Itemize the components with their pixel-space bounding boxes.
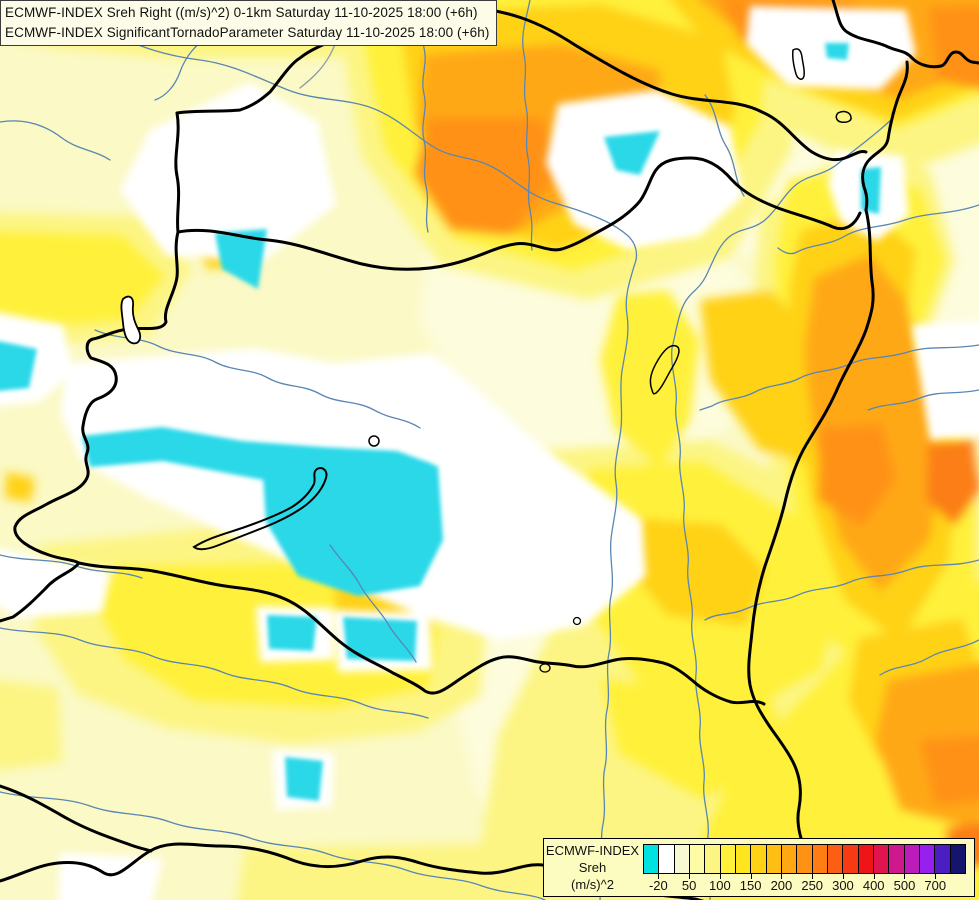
legend-tick-mark bbox=[935, 874, 937, 879]
legend-tick-label: 300 bbox=[832, 878, 854, 893]
tisza-river bbox=[671, 117, 894, 900]
legend-tick-label: 150 bbox=[739, 878, 762, 893]
legend-tick-label: 700 bbox=[924, 878, 947, 893]
legend-color-cell bbox=[811, 845, 827, 873]
legend-tick-label: 500 bbox=[893, 878, 916, 893]
river bbox=[0, 120, 111, 161]
ukraine-west-border bbox=[861, 60, 909, 212]
river bbox=[879, 639, 979, 676]
legend-tick-label: -20 bbox=[648, 878, 668, 893]
legend-color-cell bbox=[872, 845, 889, 873]
drava-river bbox=[0, 627, 429, 719]
river bbox=[867, 389, 979, 411]
sio-river bbox=[329, 544, 417, 663]
river bbox=[704, 94, 745, 197]
lake-neusiedl-outline bbox=[120, 295, 142, 345]
small-lake-outline bbox=[368, 435, 380, 447]
legend-title-unit: (m/s)^2 bbox=[571, 877, 614, 893]
legend-tick-mark bbox=[904, 874, 906, 879]
legend-color-cell bbox=[780, 845, 797, 873]
legend-tick-mark bbox=[658, 874, 660, 879]
austria-czech-border bbox=[175, 38, 337, 115]
legend-tick-mark bbox=[719, 874, 721, 879]
danube-river-upper bbox=[104, 29, 638, 261]
legend-color-cell bbox=[826, 845, 843, 873]
legend-tick-mark bbox=[812, 874, 814, 879]
legend-box: ECMWF-INDEX Sreh (m/s)^2 -20 50 100 150 200 2… bbox=[543, 838, 975, 897]
legend-tick-label: 100 bbox=[709, 878, 731, 893]
legend-tick-mark bbox=[689, 874, 691, 879]
river bbox=[777, 204, 979, 255]
lakes bbox=[120, 48, 852, 673]
raba-river bbox=[94, 329, 421, 429]
slovenia-croatia-border bbox=[0, 784, 153, 853]
legend-color-cell bbox=[888, 845, 904, 873]
legend-color-cell bbox=[750, 845, 766, 873]
small-lake-outline bbox=[835, 110, 852, 123]
legend-color-cell bbox=[796, 845, 812, 873]
legend-color-cell bbox=[734, 845, 751, 873]
legend-tick-label: 250 bbox=[801, 878, 824, 893]
legend-color-cell bbox=[934, 845, 950, 873]
hungary-croatia-border bbox=[77, 561, 766, 706]
legend-tick-mark bbox=[842, 874, 844, 879]
legend-tick-label: 200 bbox=[770, 878, 793, 893]
legend-tick-label: 50 bbox=[681, 878, 697, 893]
legend-color-cell bbox=[842, 845, 858, 873]
legend-color-cell bbox=[644, 845, 659, 873]
maros-river bbox=[704, 559, 979, 621]
sava-river bbox=[0, 791, 546, 900]
river bbox=[699, 344, 979, 411]
legend-color-cell bbox=[658, 845, 674, 873]
legend-scale-area: -20 50 100 150 200 250 300 400 500 700 bbox=[641, 839, 974, 896]
legend-title-model: ECMWF-INDEX bbox=[545, 843, 640, 858]
legend-color-cell bbox=[704, 845, 720, 873]
legend-color-cell bbox=[673, 845, 689, 873]
oxbow-lake-outline bbox=[539, 663, 551, 673]
contour-cyan-layer bbox=[0, 43, 881, 801]
map-title-line-1: ECMWF-INDEX Sreh Right ((m/s)^2) 0-1km S… bbox=[5, 5, 478, 20]
legend-tick-label: 400 bbox=[862, 878, 885, 893]
legend-color-cell bbox=[918, 845, 935, 873]
hron-river bbox=[522, 0, 533, 251]
legend-title-parameter: Sreh bbox=[578, 860, 607, 876]
legend-colorbar bbox=[643, 844, 966, 874]
legend-color-cell bbox=[719, 845, 735, 873]
lake-balaton-outline bbox=[192, 467, 328, 551]
austria-hungary-border bbox=[0, 111, 181, 623]
legend-color-cell bbox=[688, 845, 705, 873]
danube-river-south bbox=[599, 259, 637, 900]
lake-tisza-outline bbox=[649, 344, 680, 395]
legend-barwrap: -20 50 100 150 200 250 300 400 500 700 bbox=[643, 844, 966, 892]
legend-tick-mark bbox=[873, 874, 875, 879]
legend-tick-mark bbox=[781, 874, 783, 879]
oxbow-lake-outline bbox=[572, 616, 582, 626]
legend-color-cell bbox=[903, 845, 919, 873]
hungary-slovakia-border bbox=[176, 156, 862, 271]
small-lake-outline bbox=[792, 48, 805, 80]
ukraine-poland-border bbox=[831, 0, 979, 69]
map-title-line-2: ECMWF-INDEX SignificantTornadoParameter … bbox=[5, 24, 490, 40]
map-title-box: ECMWF-INDEX Sreh Right ((m/s)^2) 0-1km S… bbox=[0, 0, 498, 47]
legend-title: ECMWF-INDEX Sreh (m/s)^2 bbox=[544, 839, 641, 896]
legend-color-cell bbox=[857, 845, 873, 873]
legend-color-cell bbox=[949, 845, 965, 873]
hungary-romania-border bbox=[747, 208, 875, 884]
legend-tick-mark bbox=[750, 874, 752, 879]
legend-color-cell bbox=[765, 845, 781, 873]
